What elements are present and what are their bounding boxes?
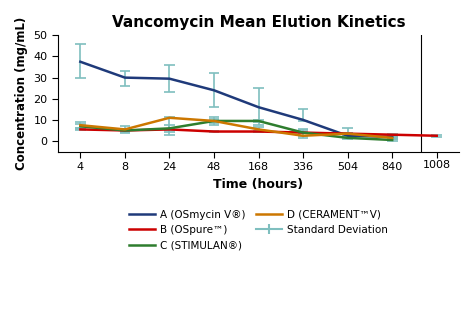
B (OSpure™) [300, 131, 306, 135]
Title: Vancomycin Mean Elution Kinetics: Vancomycin Mean Elution Kinetics [112, 15, 405, 30]
C (STIMULAN®) [211, 119, 217, 123]
A (OSmycin V®) [255, 105, 261, 109]
D (CERAMENT™V) [255, 127, 261, 131]
A (OSmycin V®) [211, 88, 217, 92]
B (OSpure™) [389, 133, 395, 137]
A (OSmycin V®) [389, 135, 395, 139]
B (OSpure™) [211, 129, 217, 133]
A (OSmycin V®) [78, 60, 83, 64]
D (CERAMENT™V) [167, 116, 173, 120]
B (OSpure™) [78, 127, 83, 131]
B (OSpure™) [434, 134, 439, 138]
D (CERAMENT™V) [345, 132, 350, 136]
Line: C (STIMULAN®): C (STIMULAN®) [81, 121, 392, 140]
Y-axis label: Concentration (mg/mL): Concentration (mg/mL) [15, 17, 28, 170]
B (OSpure™) [345, 132, 350, 136]
Text: 1008: 1008 [423, 160, 451, 170]
X-axis label: Time (hours): Time (hours) [213, 178, 304, 191]
C (STIMULAN®) [167, 126, 173, 130]
A (OSmycin V®) [300, 118, 306, 122]
C (STIMULAN®) [345, 136, 350, 140]
D (CERAMENT™V) [122, 127, 128, 131]
B (OSpure™) [255, 129, 261, 133]
C (STIMULAN®) [300, 131, 306, 135]
D (CERAMENT™V) [211, 119, 217, 123]
B (OSpure™) [122, 128, 128, 132]
C (STIMULAN®) [78, 124, 83, 128]
D (CERAMENT™V) [300, 134, 306, 138]
Line: B (OSpure™): B (OSpure™) [81, 129, 437, 136]
Line: A (OSmycin V®): A (OSmycin V®) [81, 62, 392, 137]
D (CERAMENT™V) [389, 136, 395, 140]
D (CERAMENT™V) [78, 123, 83, 127]
Line: D (CERAMENT™V): D (CERAMENT™V) [81, 118, 392, 138]
B (OSpure™) [167, 127, 173, 131]
C (STIMULAN®) [389, 138, 395, 142]
A (OSmycin V®) [167, 77, 173, 81]
A (OSmycin V®) [345, 134, 350, 138]
C (STIMULAN®) [122, 128, 128, 132]
C (STIMULAN®) [255, 119, 261, 123]
Legend: A (OSmycin V®), B (OSpure™), C (STIMULAN®), D (CERAMENT™V), Standard Deviation: A (OSmycin V®), B (OSpure™), C (STIMULAN… [125, 206, 392, 254]
A (OSmycin V®) [122, 76, 128, 80]
